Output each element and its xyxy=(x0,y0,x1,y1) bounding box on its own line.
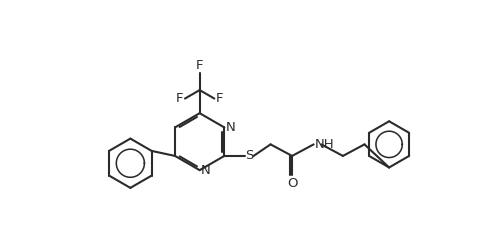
Text: N: N xyxy=(226,121,236,134)
Text: F: F xyxy=(176,92,184,105)
Text: NH: NH xyxy=(315,138,335,151)
Text: F: F xyxy=(196,59,203,72)
Text: F: F xyxy=(216,92,223,105)
Text: O: O xyxy=(287,177,298,190)
Text: S: S xyxy=(245,149,253,162)
Text: N: N xyxy=(201,164,211,177)
